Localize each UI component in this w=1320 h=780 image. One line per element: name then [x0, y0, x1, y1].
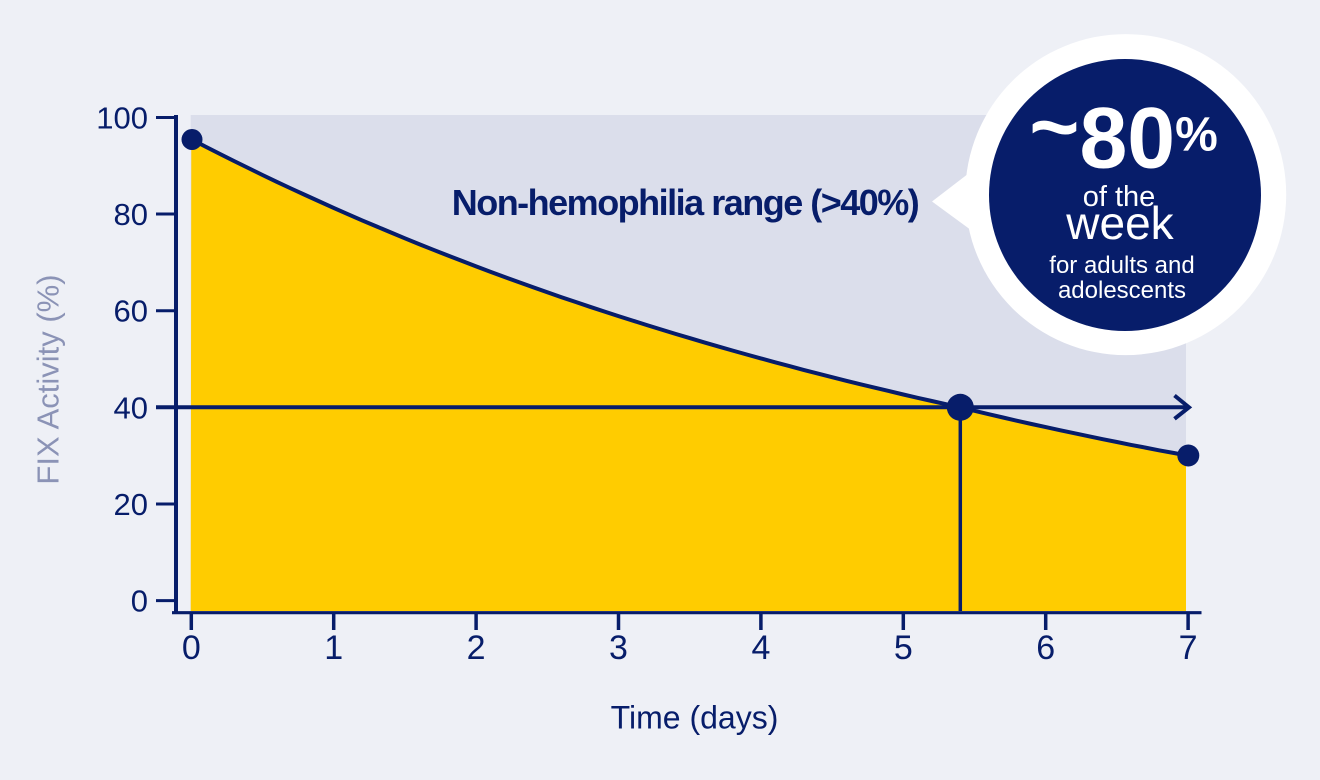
svg-text:100: 100 — [96, 101, 148, 136]
svg-text:~80%: ~80% — [1029, 79, 1218, 186]
svg-text:Non-hemophilia range (>40%): Non-hemophilia range (>40%) — [452, 182, 919, 223]
svg-text:0: 0 — [182, 629, 201, 667]
svg-text:80: 80 — [114, 197, 148, 232]
svg-text:0: 0 — [131, 584, 148, 619]
svg-text:Time (days): Time (days) — [611, 700, 779, 736]
svg-text:of the: of the — [1083, 181, 1156, 213]
svg-text:60: 60 — [114, 294, 148, 329]
svg-text:3: 3 — [609, 629, 628, 667]
svg-text:4: 4 — [751, 629, 770, 667]
svg-text:for adults and: for adults and — [1049, 252, 1194, 279]
svg-text:6: 6 — [1036, 629, 1055, 667]
svg-text:20: 20 — [114, 487, 148, 522]
svg-text:FIX Activity (%): FIX Activity (%) — [31, 274, 66, 484]
svg-text:7: 7 — [1179, 629, 1198, 667]
svg-text:adolescents: adolescents — [1058, 277, 1186, 304]
svg-text:week: week — [1065, 197, 1174, 249]
svg-text:2: 2 — [467, 629, 486, 667]
svg-text:5: 5 — [894, 629, 913, 667]
svg-text:40: 40 — [114, 390, 148, 425]
svg-text:1: 1 — [324, 629, 343, 667]
